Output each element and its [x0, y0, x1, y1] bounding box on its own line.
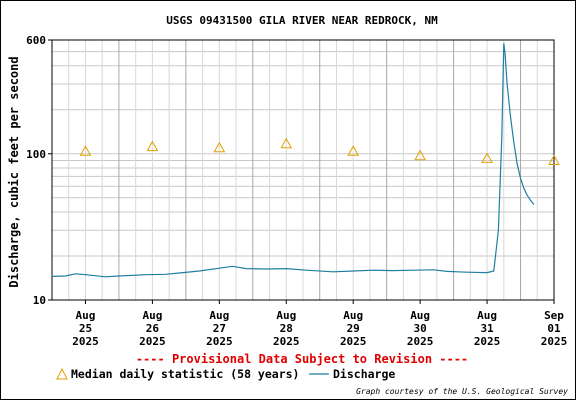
legend-triangle-icon	[56, 367, 68, 380]
x-tick-label-line: Sep	[544, 309, 564, 322]
x-tick-label: Aug 30 2025	[407, 309, 434, 348]
median-marker	[213, 141, 226, 153]
x-tick-label-line: 2025	[72, 335, 99, 348]
chart-title: USGS 09431500 GILA RIVER NEAR REDROCK, N…	[166, 14, 438, 27]
x-tick-label-line: 2025	[139, 335, 166, 348]
median-marker	[548, 154, 560, 165]
credit-text: Graph courtesy of the U.S. Geological Su…	[356, 387, 568, 396]
legend-discharge-label: Discharge	[333, 367, 395, 381]
median-marker	[414, 149, 426, 161]
median-marker	[79, 145, 92, 156]
x-tick-label-line: 27	[213, 322, 226, 335]
x-tick-label-line: Aug	[343, 309, 363, 322]
x-tick-label: Aug 26 2025	[139, 309, 166, 348]
x-tick-label-line: 26	[146, 322, 160, 335]
x-tick-label-line: Aug	[276, 309, 296, 322]
grid	[52, 40, 554, 300]
x-tick-label: Aug 28 2025	[273, 309, 300, 348]
x-tick-label-line: 30	[414, 322, 427, 335]
x-tick-label-line: Aug	[142, 309, 162, 322]
plot-border	[51, 39, 555, 301]
x-tick-label-line: 2025	[541, 335, 568, 348]
x-tick-label: Aug 29 2025	[340, 309, 367, 348]
x-tick-label-line: 29	[347, 322, 360, 335]
x-tick-label: Aug 31 2025	[474, 309, 501, 348]
x-tick-label: Sep 01 2025	[541, 309, 568, 348]
x-tick-label: Aug 27 2025	[206, 309, 233, 348]
discharge-line	[51, 43, 535, 278]
y-tick-label: 10	[33, 294, 46, 307]
x-tick-label-line: Aug	[209, 309, 229, 322]
x-tick-label: Aug 25 2025	[72, 309, 99, 348]
y-tick-label: 100	[26, 148, 46, 161]
series-layer	[51, 43, 560, 278]
y-tick-label: 600	[26, 34, 46, 47]
x-tick-label-line: 31	[480, 322, 494, 335]
y-axis-label: Discharge, cubic feet per second	[7, 56, 21, 287]
median-marker	[481, 152, 493, 163]
provisional-note: ---- Provisional Data Subject to Revisio…	[136, 352, 468, 366]
legend: Median daily statistic (58 years) Discha…	[56, 367, 395, 381]
legend-median-label: Median daily statistic (58 years)	[71, 367, 299, 381]
x-tick-label-line: 2025	[273, 335, 300, 348]
x-tick-label-line: Aug	[76, 309, 96, 322]
median-marker	[280, 137, 293, 149]
x-tick-label-line: 2025	[407, 335, 434, 348]
x-tick-label-line: Aug	[477, 309, 497, 322]
x-tick-label-line: 28	[280, 322, 293, 335]
y-tick-labels: 10 100 600	[26, 34, 52, 307]
median-marker	[146, 140, 159, 152]
x-tick-label-line: 01	[547, 322, 561, 335]
x-tick-label-line: 25	[79, 322, 92, 335]
x-tick-label-line: 2025	[206, 335, 233, 348]
x-tick-label-line: 2025	[340, 335, 367, 348]
x-tick-label-line: Aug	[410, 309, 430, 322]
median-marker	[347, 145, 360, 156]
x-tick-label-line: 2025	[474, 335, 501, 348]
